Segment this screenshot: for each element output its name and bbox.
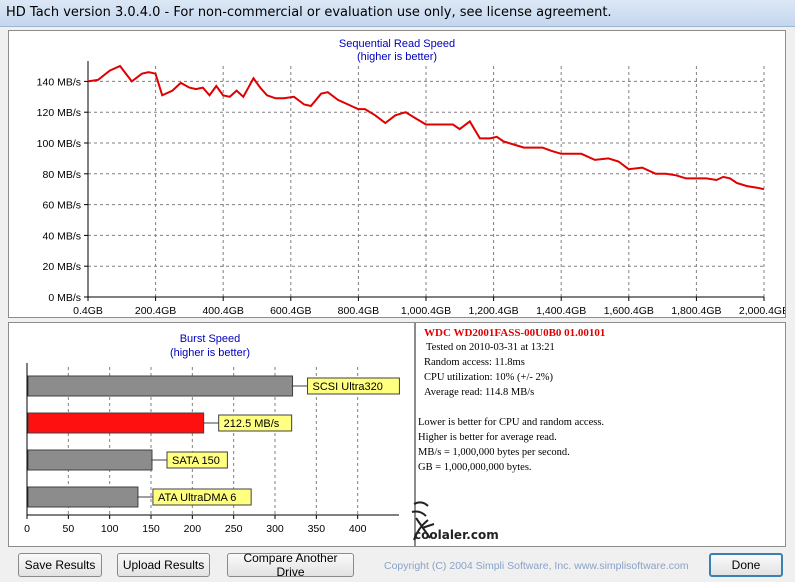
burst-bar — [27, 412, 205, 434]
burst-x-tick-label: 400 — [349, 523, 367, 535]
sequential-y-tick-label: 60 MB/s — [42, 200, 81, 212]
compare-drive-label: Compare Another Drive — [243, 551, 338, 579]
burst-bar — [27, 449, 153, 471]
burst-bar-label: ATA UltraDMA 6 — [158, 492, 236, 504]
sequential-x-tick-label: 1,800.4GB — [671, 305, 721, 317]
burst-speed-chart: Burst Speed (higher is better) 0 50 100 150… — [8, 322, 415, 547]
burst-bar-label: 212.5 MB/s — [224, 418, 280, 430]
sequential-y-tick-label: 40 MB/s — [42, 230, 81, 242]
sequential-x-tick-label: 2,000.4GB — [739, 305, 785, 317]
sequential-x-tick-label: 1,000.4GB — [401, 305, 451, 317]
burst-chart-subtitle: (higher is better) — [170, 347, 250, 359]
note-cpu-random: Lower is better for CPU and random acces… — [418, 417, 605, 428]
sequential-x-tick-label: 600.4GB — [270, 305, 311, 317]
sequential-x-tick-label: 1,200.4GB — [468, 305, 518, 317]
burst-label-box — [218, 414, 293, 432]
burst-x-tick-label: 250 — [225, 523, 243, 535]
sequential-y-tick-label: 20 MB/s — [42, 261, 81, 273]
burst-speed-svg: Burst Speed (higher is better) 0 50 100 150… — [24, 333, 400, 535]
burst-bar-label: SATA 150 — [172, 455, 220, 467]
sequential-y-tick-label: 100 MB/s — [37, 138, 81, 150]
burst-bar — [27, 486, 139, 508]
burst-bar-label: SCSI Ultra320 — [313, 381, 383, 393]
sequential-x-tick-label: 400.4GB — [202, 305, 243, 317]
burst-label-box — [152, 488, 252, 506]
burst-bar — [27, 375, 294, 397]
done-label: Done — [731, 558, 761, 572]
sequential-y-tick-label: 0 MB/s — [48, 292, 81, 304]
burst-chart-title: Burst Speed — [180, 333, 241, 345]
sequential-x-tick-label: 800.4GB — [338, 305, 379, 317]
drive-model: WDC WD2001FASS-00U0B0 01.00101 — [424, 327, 606, 339]
random-access: Random access: 11.8ms — [424, 357, 525, 368]
cpu-utilization: CPU utilization: 10% (+/- 2%) — [424, 372, 553, 383]
sequential-x-tick-label: 1,600.4GB — [604, 305, 654, 317]
note-mbs: MB/s = 1,000,000 bytes per second. — [418, 447, 570, 458]
burst-x-tick-label: 200 — [184, 523, 202, 535]
burst-x-tick-label: 350 — [308, 523, 326, 535]
upload-results-button[interactable]: Upload Results — [117, 553, 210, 577]
sequential-y-tick-label: 80 MB/s — [42, 169, 81, 181]
burst-x-tick-label: 150 — [142, 523, 160, 535]
average-read: Average read: 114.8 MB/s — [424, 387, 535, 398]
sequential-x-tick-label: 200.4GB — [135, 305, 176, 317]
note-average-read: Higher is better for average read. — [418, 432, 557, 443]
sequential-chart-subtitle: (higher is better) — [357, 51, 437, 63]
sequential-chart-title: Sequential Read Speed — [339, 38, 455, 50]
sequential-read-series-line — [87, 64, 765, 191]
copyright-text: Copyright (C) 2004 Simpli Software, Inc.… — [384, 560, 689, 572]
burst-x-tick-label: 300 — [266, 523, 284, 535]
sequential-read-svg: Sequential Read Speed (higher is better)… — [37, 38, 789, 317]
sequential-x-tick-label: 0.4GB — [73, 305, 103, 317]
burst-x-tick-label: 50 — [62, 523, 74, 535]
title-bar: HD Tach version 3.0.4.0 - For non-commer… — [0, 0, 795, 27]
done-button[interactable]: Done — [709, 553, 783, 577]
burst-x-tick-label: 100 — [101, 523, 119, 535]
window-title: HD Tach version 3.0.4.0 - For non-commer… — [6, 5, 612, 20]
sequential-x-tick-label: 1,400.4GB — [536, 305, 586, 317]
test-date: Tested on 2010-03-31 at 13:21 — [426, 342, 555, 353]
watermark-text: coolaler.com — [414, 528, 499, 542]
burst-label-box — [307, 377, 400, 395]
burst-label-box — [166, 451, 228, 469]
watermark-logo-icon — [411, 501, 435, 541]
save-results-button[interactable]: Save Results — [18, 553, 102, 577]
upload-results-label: Upload Results — [122, 558, 205, 572]
burst-x-tick-label: 0 — [24, 523, 30, 535]
compare-drive-button[interactable]: Compare Another Drive — [227, 551, 354, 579]
sequential-y-tick-label: 140 MB/s — [37, 76, 81, 88]
sequential-read-chart: Sequential Read Speed (higher is better)… — [8, 30, 789, 318]
note-gb: GB = 1,000,000,000 bytes. — [418, 462, 532, 473]
save-results-label: Save Results — [24, 558, 96, 572]
sequential-y-tick-label: 120 MB/s — [37, 107, 81, 119]
drive-info-panel: WDC WD2001FASS-00U0B0 01.00101 Tested on… — [415, 322, 786, 547]
